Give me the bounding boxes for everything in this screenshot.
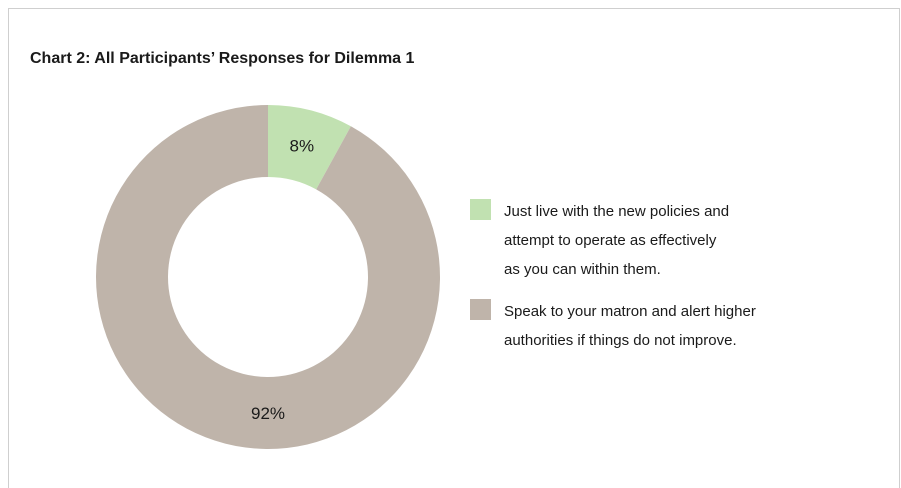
legend-item-speak-to-matron: Speak to your matron and alert higher au…	[470, 297, 870, 355]
chart-legend: Just live with the new policies and atte…	[470, 197, 870, 371]
legend-label: Speak to your matron and alert higher au…	[504, 303, 756, 349]
donut-slices	[95, 105, 440, 449]
legend-swatch-green	[470, 199, 491, 220]
legend-item-live-with-policies: Just live with the new policies and atte…	[470, 197, 870, 284]
chart-title: Chart 2: All Participants’ Responses for…	[30, 50, 415, 67]
donut-labels: 8% 92%	[251, 136, 314, 423]
slice-value-label: 92%	[251, 404, 285, 423]
slice-value-label: 8%	[290, 136, 315, 155]
donut-slice-1	[95, 105, 440, 449]
legend-label: Just live with the new policies and atte…	[504, 203, 730, 278]
chart-frame	[8, 8, 900, 488]
legend-swatch-taupe	[470, 299, 491, 320]
donut-slice-0	[268, 105, 351, 190]
